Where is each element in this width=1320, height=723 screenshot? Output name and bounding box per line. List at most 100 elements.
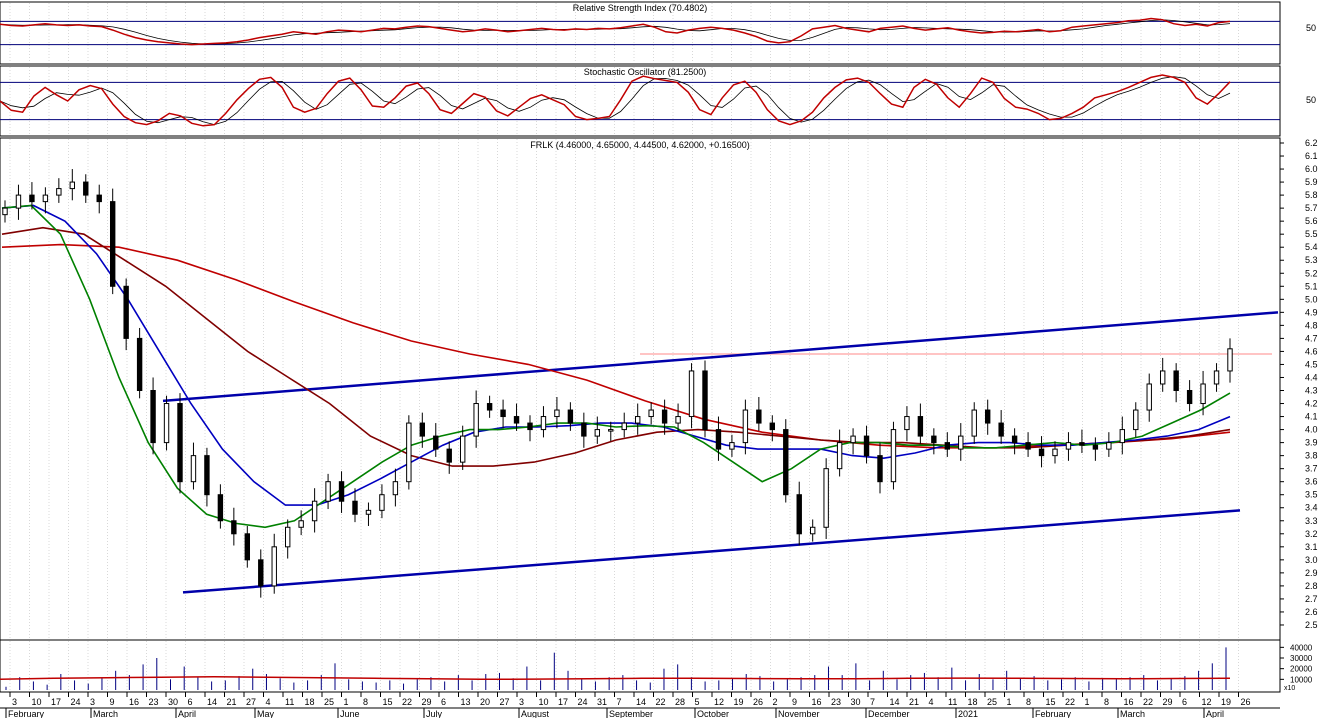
month-label: August [521, 709, 550, 718]
candle-body [836, 442, 843, 470]
candle-body [513, 416, 520, 424]
candle-body [904, 416, 910, 431]
price-y-tick-label: 2.8 [1305, 581, 1318, 591]
rsi-y-tick-label: 50 [1306, 23, 1316, 33]
candle-body [486, 403, 493, 411]
candle-body [352, 500, 358, 515]
price-y-tick-label: 4.1 [1305, 412, 1318, 422]
x-tick-label: 16 [812, 697, 822, 707]
candle-body [42, 194, 49, 203]
candle-body [554, 409, 560, 418]
candle-body [1065, 442, 1072, 450]
candle-body [1025, 442, 1031, 450]
x-tick-label: 15 [383, 697, 393, 707]
x-tick-label: 8 [1026, 697, 1031, 707]
month-label: December [868, 709, 910, 718]
price-y-tick-label: 3.1 [1305, 542, 1318, 552]
month-label: March [1120, 709, 1145, 718]
x-tick-label: 20 [480, 697, 490, 707]
x-tick-label: 28 [675, 697, 685, 707]
candle-body [123, 285, 129, 339]
price-y-tick-label: 3.8 [1305, 451, 1318, 461]
candle-body [742, 409, 749, 444]
x-tick-label: 22 [656, 697, 666, 707]
x-tick-label: 6 [188, 697, 193, 707]
x-tick-label: 25 [987, 697, 997, 707]
candle-body [406, 422, 412, 483]
candle-body [971, 409, 977, 437]
x-tick-label: 3 [519, 697, 524, 707]
x-tick-label: 29 [1163, 697, 1173, 707]
candle-body [850, 435, 856, 444]
x-tick-label: 19 [1221, 697, 1231, 707]
candle-body [1159, 370, 1166, 385]
price-y-tick-label: 3.7 [1305, 464, 1318, 474]
price-y-tick-label: 4.5 [1305, 359, 1318, 369]
trend-channel-lower [182, 509, 1241, 594]
price-y-tick-label: 3.0 [1305, 555, 1318, 565]
candle-body [1106, 442, 1112, 450]
candle-body [365, 509, 372, 515]
candle-body [136, 337, 143, 392]
candle-body [83, 181, 89, 196]
candle-body [459, 435, 466, 463]
price-y-tick-label: 3.3 [1305, 516, 1318, 526]
x-tick-label: 17 [558, 697, 568, 707]
candle-body [419, 422, 426, 437]
candle-body [648, 409, 654, 418]
x-tick-label: 27 [246, 697, 256, 707]
candle-body [298, 520, 304, 528]
volume-y-tick-label: 40000 [1290, 643, 1313, 652]
price-y-tick-label: 5.6 [1305, 216, 1318, 226]
month-label: 2021 [958, 709, 978, 718]
candle-body [231, 520, 237, 535]
candle-body [109, 201, 116, 287]
x-tick-label: 5 [695, 697, 700, 707]
price-y-tick-label: 4.2 [1305, 399, 1318, 409]
x-tick-label: 26 [1241, 697, 1251, 707]
x-tick-label: 8 [1104, 697, 1109, 707]
price-y-tick-label: 6.2 [1305, 138, 1318, 148]
volume-grid [9, 641, 1239, 691]
price-y-tick-label: 4.3 [1305, 386, 1318, 396]
month-label: April [178, 709, 196, 718]
price-y-tick-label: 3.5 [1305, 490, 1318, 500]
candle-body [958, 435, 964, 450]
x-tick-label: 7 [617, 697, 622, 707]
candle-body [15, 194, 22, 209]
candle-body [702, 370, 708, 431]
x-tick-label: 27 [500, 697, 510, 707]
x-tick-label: 29 [422, 697, 432, 707]
x-tick-label: 16 [129, 697, 139, 707]
rsi-grid [9, 3, 1239, 63]
candle-body [527, 422, 533, 431]
x-tick-label: 19 [734, 697, 744, 707]
x-tick-label: 2 [773, 697, 778, 707]
price-y-tick-label: 5.9 [1305, 177, 1318, 187]
x-tick-label: 31 [597, 697, 607, 707]
candle-body [1146, 383, 1152, 411]
candle-body [1119, 429, 1126, 444]
candle-body [1227, 348, 1233, 372]
candle-body [715, 429, 722, 450]
price-y-tick-label: 3.6 [1305, 477, 1318, 487]
candle-body [890, 429, 897, 483]
x-tick-label: 12 [1202, 697, 1212, 707]
candle-body [729, 442, 735, 450]
candle-body [271, 546, 277, 587]
price-y-tick-label: 3.2 [1305, 529, 1318, 539]
candle-body [1200, 383, 1206, 405]
x-tick-label: 23 [149, 697, 159, 707]
x-tick-label: 23 [831, 697, 841, 707]
price-y-tick-label: 4.7 [1305, 333, 1318, 343]
x-tick-label: 11 [285, 697, 294, 707]
x-tick-label: 9 [110, 697, 115, 707]
candle-body [769, 422, 776, 431]
ma-longest-line [1, 243, 1231, 449]
candle-body [244, 533, 251, 561]
price-y-tick-label: 3.4 [1305, 503, 1318, 513]
candle-body [634, 416, 641, 424]
